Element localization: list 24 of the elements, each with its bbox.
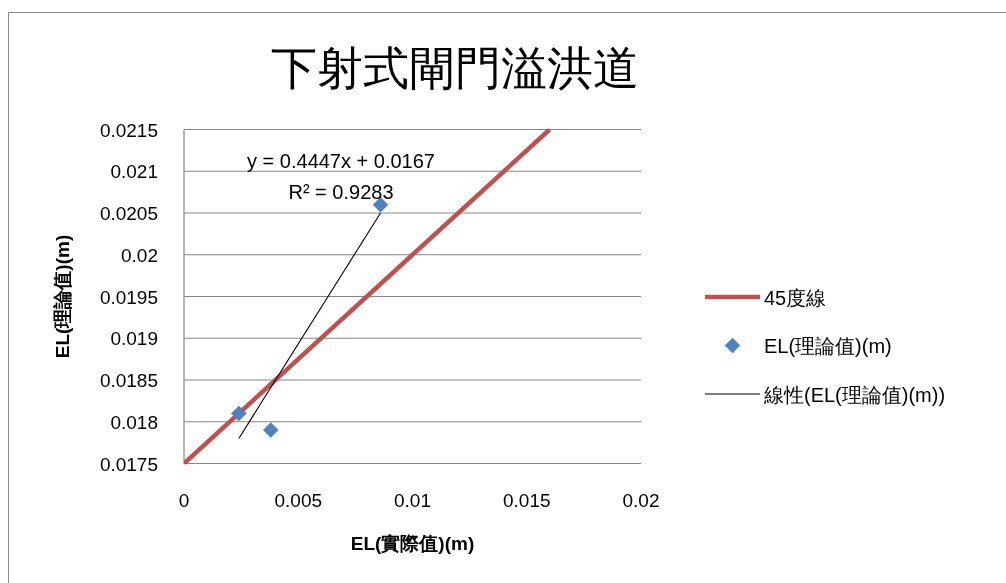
y-tick-label: 0.0215 <box>99 119 158 141</box>
y-tick-label: 0.018 <box>110 411 158 433</box>
x-tick-label: 0 <box>178 490 190 511</box>
x-tick-label: 0.005 <box>274 490 323 511</box>
x-axis-title: EL(實際值)(m) <box>350 533 475 554</box>
y-tick-label: 0.0175 <box>99 453 158 475</box>
x-tick-label: 0.01 <box>394 490 431 511</box>
point <box>263 422 279 438</box>
legend-label: EL(理論值)(m) <box>764 335 892 357</box>
x-tick-label: 0.015 <box>502 490 551 511</box>
y-tick-label: 0.0205 <box>99 203 158 224</box>
annotation: y = 0.4447x + 0.0167 <box>247 150 435 172</box>
x-tick-label: 0.02 <box>622 490 660 511</box>
y-tick-label: 0.019 <box>110 328 158 350</box>
chart-title: 下射式閘門溢洪道 <box>271 42 639 94</box>
y-axis-title: EL(理論值)(m) <box>52 234 73 359</box>
legend-label: 45度線 <box>764 286 827 309</box>
y-tick-label: 0.0195 <box>99 286 158 308</box>
y-tick-label: 0.02 <box>121 244 158 266</box>
point <box>231 405 247 422</box>
y-tick-label: 0.021 <box>110 161 158 183</box>
annotation: R² = 0.9283 <box>288 181 394 203</box>
legend-label: 線性(EL(理論值)(m)) <box>763 383 946 406</box>
y-tick-label: 0.0185 <box>99 370 158 391</box>
